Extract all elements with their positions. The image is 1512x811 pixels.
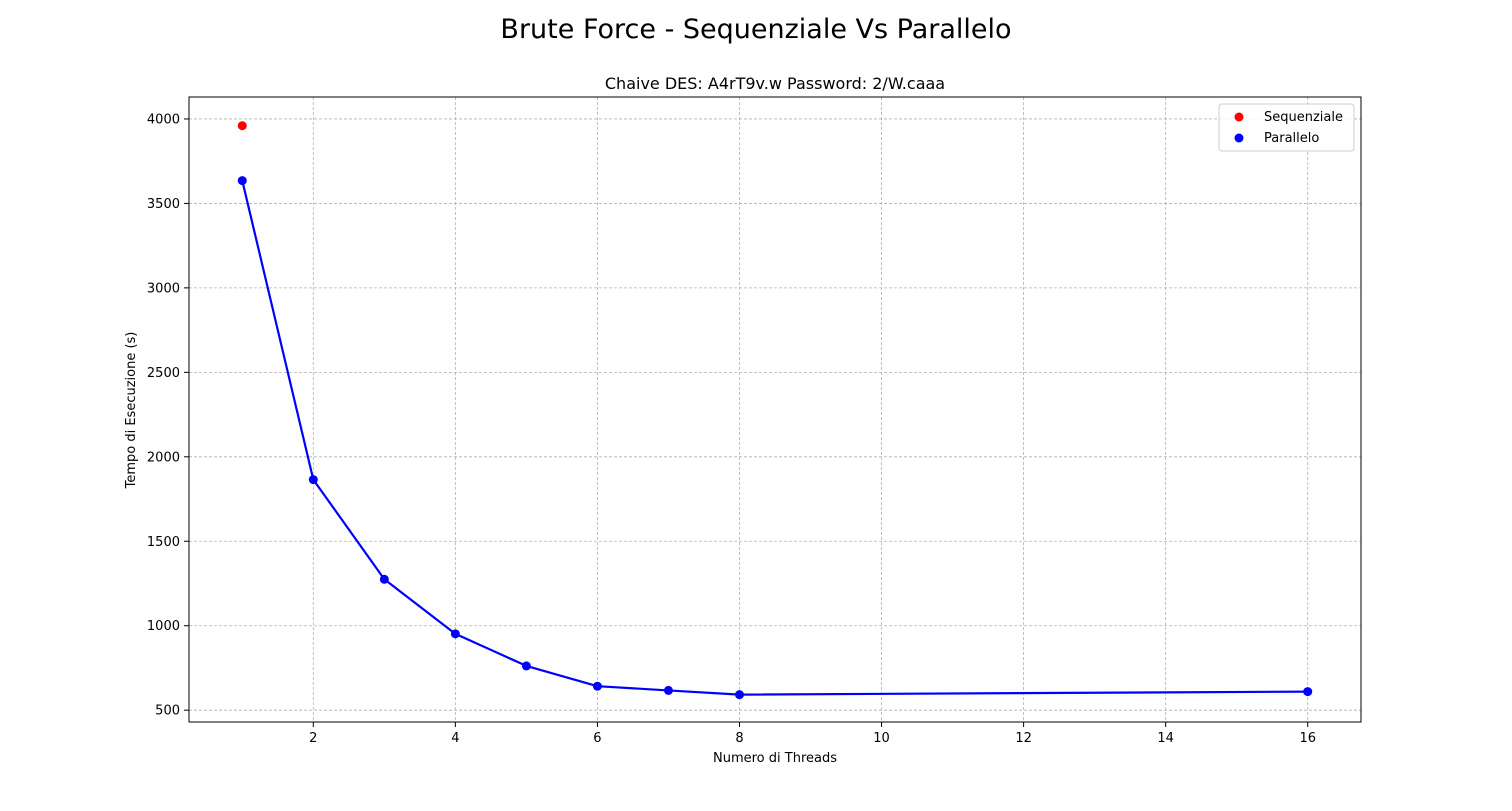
y-tick-label: 4000: [147, 112, 180, 127]
data-point-sequenziale: [237, 121, 247, 131]
y-tick-label: 3500: [147, 197, 180, 212]
chart-title: Brute Force - Sequenziale Vs Parallelo: [500, 14, 1011, 45]
legend-marker-parallelo: [1234, 133, 1244, 143]
y-tick-label: 2500: [147, 366, 180, 381]
x-tick-label: 4: [451, 731, 459, 746]
legend-label-sequenziale: Sequenziale: [1264, 110, 1343, 125]
y-axis-label: Tempo di Esecuzione (s): [124, 332, 139, 490]
x-tick-label: 6: [593, 731, 601, 746]
y-tick-label: 3000: [147, 281, 180, 296]
plot-frame: [188, 96, 1362, 723]
x-tick-label: 2: [309, 731, 317, 746]
x-tick-label: 12: [1015, 731, 1032, 746]
data-point-parallelo: [308, 475, 318, 485]
legend-box: [1218, 103, 1355, 152]
plot-series: [237, 121, 1313, 700]
y-tick-label: 1000: [147, 619, 180, 634]
y-axis-ticks: 500 1000 1500 2000 2500 3000 3500 4000: [147, 112, 189, 719]
y-tick-label: 2000: [147, 450, 180, 465]
data-point-parallelo: [592, 681, 602, 691]
chart-subtitle: Chaive DES: A4rT9v.w Password: 2/W.caaa: [605, 74, 945, 93]
legend: Sequenziale Parallelo: [1218, 103, 1355, 152]
data-point-parallelo: [237, 176, 247, 186]
data-point-parallelo: [379, 574, 389, 584]
x-axis-label: Numero di Threads: [713, 751, 837, 766]
legend-label-parallelo: Parallelo: [1264, 131, 1319, 146]
series-line-parallelo: [241, 180, 1308, 696]
y-tick-label: 1500: [147, 535, 180, 550]
x-tick-label: 16: [1299, 731, 1316, 746]
grid: [189, 97, 1361, 722]
legend-marker-sequenziale: [1234, 112, 1244, 122]
x-tick-label: 8: [735, 731, 743, 746]
x-tick-label: 10: [873, 731, 890, 746]
y-tick-label: 500: [155, 704, 180, 719]
data-point-parallelo: [1303, 687, 1313, 697]
data-point-parallelo: [521, 661, 531, 671]
data-point-parallelo: [450, 629, 460, 639]
x-tick-label: 14: [1157, 731, 1174, 746]
data-point-parallelo: [663, 685, 673, 695]
data-point-parallelo: [734, 690, 744, 700]
x-axis-ticks: 2 4 6 8 10 12 14 16: [309, 722, 1316, 746]
